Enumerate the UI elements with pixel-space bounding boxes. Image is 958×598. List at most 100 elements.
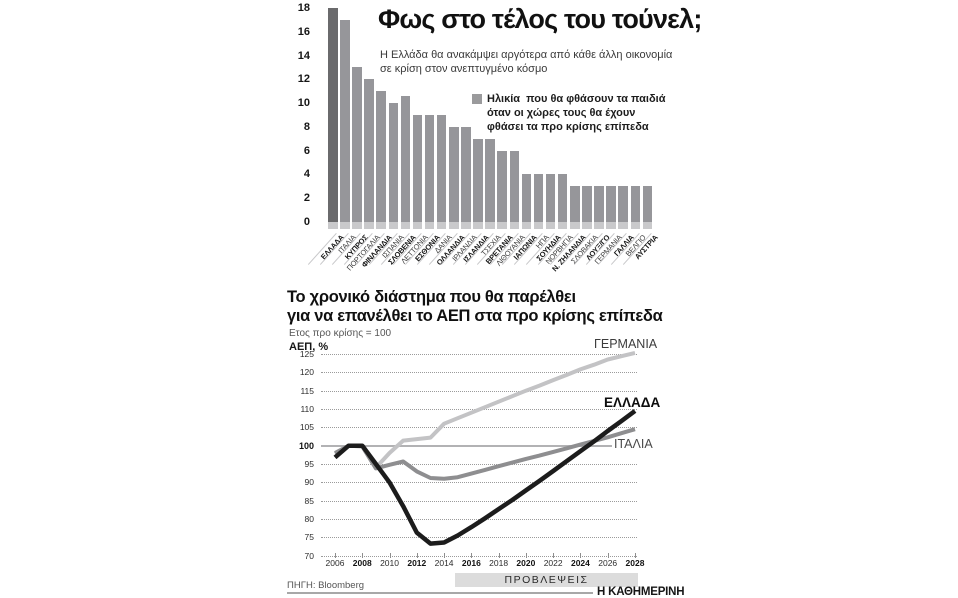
bar (642, 186, 653, 222)
bar-foot (618, 222, 628, 229)
line-chart-y-tick: 115 (300, 385, 314, 396)
series-line-ΕΛΛΑΔΑ (333, 409, 637, 546)
bar (376, 91, 386, 222)
bar (473, 138, 483, 222)
bar-foot (630, 222, 640, 229)
bar (509, 150, 519, 222)
x-tick-mark (416, 553, 418, 558)
series-label-germany: ΓΕΡΜΑΝΙΑ (594, 337, 658, 351)
line-chart-y-tick: 110 (300, 404, 314, 415)
bar-foot (521, 222, 532, 229)
series-line-ΓΕΡΜΑΝΙΑ (333, 350, 636, 470)
footer-rule (287, 592, 593, 594)
bar (557, 174, 568, 222)
bar (618, 186, 628, 222)
bar (606, 186, 616, 222)
line-chart-x-tick: 2018 (489, 558, 509, 568)
bar (340, 19, 350, 222)
bar-chart-legend-line1: Ηλικία που θα φθάσουν τα παιδιά (487, 93, 666, 105)
bar-foot (412, 222, 423, 229)
x-tick-mark (580, 553, 582, 558)
bar-foot (340, 222, 350, 229)
bar (364, 79, 374, 222)
x-tick-mark (335, 553, 336, 558)
line-chart-x-tick: 2028 (625, 558, 645, 568)
series-label-greece: ΕΛΛΑΔΑ (604, 395, 661, 410)
bar-foot (594, 222, 604, 229)
line-chart-x-tick: 2014 (434, 558, 454, 568)
line-chart-x-tick: 2020 (516, 558, 536, 568)
gridline (321, 390, 637, 392)
line-chart-y-tick: 120 (299, 367, 314, 378)
bar-foot (449, 222, 459, 229)
bar-foot (497, 222, 507, 229)
bar-foot (388, 222, 398, 229)
bar-chart-y-tick: 0 (303, 216, 310, 228)
bar (582, 186, 592, 222)
bar-foot (557, 222, 568, 229)
bar (436, 114, 447, 222)
gridline (321, 500, 637, 502)
bar-foot (545, 222, 556, 229)
line-chart-y-tick: 75 (304, 532, 314, 543)
baseline-100 (321, 444, 612, 447)
line-chart-series (333, 350, 637, 546)
x-tick-mark (607, 553, 609, 558)
bar-foot (352, 222, 362, 229)
bar (400, 95, 411, 222)
line-chart-y-tick: 100 (298, 440, 314, 451)
bar-chart-y-tick: 2 (303, 192, 310, 205)
forecast-band: ΠΡΟΒΛΕΨΕΙΣ (455, 573, 638, 587)
bar-chart-y-tick: 16 (297, 25, 310, 38)
bar-foot (436, 222, 447, 229)
gridline (321, 372, 637, 374)
bar-foot (606, 222, 616, 229)
bar (424, 114, 435, 222)
x-tick-mark (471, 553, 473, 558)
gridline (321, 464, 637, 466)
bar-chart-y-tick: 4 (303, 168, 310, 181)
bar (388, 103, 398, 222)
legend-swatch-icon (472, 94, 482, 104)
bar-foot (400, 222, 411, 229)
series-label-italy: ΙΤΑΛΙΑ (614, 437, 653, 451)
series-line-ΙΤΑΛΙΑ (334, 427, 636, 481)
gridline (321, 537, 637, 539)
bar-chart-y-tick: 14 (297, 49, 310, 62)
line-chart-x-tick: 2010 (380, 558, 399, 568)
x-tick-mark (634, 553, 636, 558)
x-tick-mark (362, 553, 364, 558)
bar (630, 186, 640, 222)
bar-foot (424, 222, 435, 229)
bar (449, 126, 459, 222)
x-tick-mark (525, 553, 527, 558)
bar-foot (461, 222, 471, 229)
bar-chart-legend-line2: όταν οι χώρες τους θα έχουν (487, 107, 636, 119)
bar-chart-legend-line3: φθάσει τα προ κρίσης επίπεδα (487, 121, 649, 133)
bar-foot (509, 222, 519, 229)
bar (594, 186, 604, 222)
bar-chart-y-tick: 6 (303, 144, 310, 157)
x-tick-mark (389, 553, 391, 558)
line-chart-y-tick: 125 (299, 349, 314, 360)
bar-foot (473, 222, 483, 229)
bar-foot (328, 222, 338, 229)
line-chart-x-tick: 2006 (325, 558, 345, 568)
line-chart-x-tick: 2012 (407, 558, 427, 568)
bar (497, 150, 507, 222)
bar-chart-y-tick: 12 (297, 73, 310, 86)
x-tick-mark (444, 553, 446, 558)
line-chart-y-tick: 70 (304, 550, 314, 561)
bar (412, 114, 423, 222)
bar (352, 67, 362, 222)
gridline (321, 482, 637, 484)
bar-foot (582, 222, 592, 229)
line-chart-title-line2: για να επανέλθει το ΑΕΠ στα προ κρίσης ε… (287, 307, 663, 325)
bar (533, 174, 544, 222)
x-tick-mark (498, 553, 500, 558)
bar-foot (485, 222, 495, 229)
bar (485, 138, 495, 222)
bar-chart-y-tick: 10 (297, 97, 310, 110)
line-chart-y-tick: 105 (299, 422, 314, 433)
